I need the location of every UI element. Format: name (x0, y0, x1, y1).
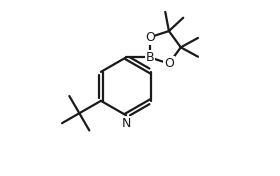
Text: O: O (164, 57, 174, 70)
Text: O: O (145, 31, 155, 44)
Text: N: N (122, 117, 131, 130)
Text: B: B (145, 51, 154, 64)
